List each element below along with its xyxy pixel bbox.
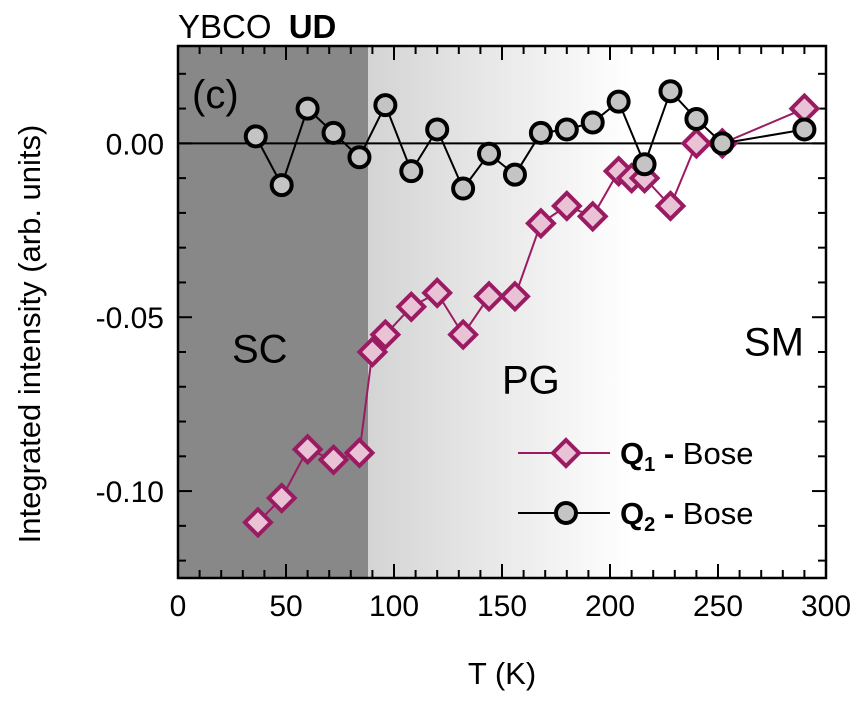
y-axis-label: Integrated intensity (arb. units) [12,125,47,544]
legend-label: Q2 - Bose [620,496,753,536]
data-series [242,79,821,539]
series-1-point [369,318,402,351]
series-2-point [554,117,579,142]
series-2-point [243,124,268,149]
series-2-point [321,120,346,145]
x-tick-label: 150 [477,590,527,623]
legend-label-subscript: 2 [644,514,655,536]
y-tick-label: -0.05 [96,302,164,335]
chart-title-bold: UD [289,8,337,45]
chart-title: YBCO UD [178,8,336,45]
panel-label: (c) [192,73,239,117]
x-axis-label: T (K) [468,656,536,691]
x-tick-label: 250 [693,590,743,623]
x-tick-label: 200 [585,590,635,623]
region-label-pg: PG [502,359,560,403]
legend-label-subscript: 1 [644,454,655,476]
series-1-point [499,280,531,313]
series-2-point [710,131,735,156]
y-tick-label: 0.00 [106,128,164,161]
series-2-point [477,141,502,166]
series-1-point [473,280,505,313]
legend-marker [554,501,578,525]
x-tick-label: 50 [269,590,302,623]
legend-label-dash: - [655,436,674,471]
chart-title-plain: YBCO [178,8,272,45]
plot-frame [176,44,828,580]
series-2-point [347,145,372,170]
x-tick-label: 300 [801,590,851,623]
series-2-point [632,152,657,177]
region-label-sc: SC [232,327,288,371]
series-2 [243,79,817,201]
series-1-point [265,482,298,514]
series-1 [242,92,821,539]
legend-label-suffix: Bose [674,436,753,471]
series-2-point [528,120,553,145]
series-2-point [658,79,683,104]
series-2-point [425,117,450,142]
x-tick-label: 0 [170,590,187,623]
legend-entry-1: Q1 - Bose [518,436,753,476]
series-2-point [606,89,631,114]
series-2-point [684,107,709,132]
y-tick-label: -0.10 [96,476,164,509]
series-2-point [451,176,476,201]
region-label-sm: SM [744,320,804,364]
legend-entry-2: Q2 - Bose [518,496,753,536]
series-1-point [395,290,428,323]
legend-label-dash: - [655,496,674,531]
series-1-point [291,433,324,466]
x-tick-label: 100 [369,590,419,623]
legend-label-suffix: Bose [674,496,753,531]
series-1-point [242,506,274,539]
axis-ticks [177,46,827,578]
legend-label: Q1 - Bose [620,436,753,476]
series-1-point [317,443,350,476]
series-2-point [373,93,398,118]
series-1-point [576,200,609,233]
series-2-point [269,173,294,198]
series-1-point [680,127,713,160]
series-2-point [399,159,424,184]
series-1-point [525,207,557,240]
tick-labels: 0 50 100 150 200 250 300 0.00 -0.05 -0.10 [96,128,851,623]
series-1-point [356,336,389,368]
legend-marker [550,437,582,469]
series-1-point [343,436,376,469]
legend-label-main: Q [620,436,644,471]
series-1-point [654,190,687,222]
series-1-point [421,277,454,309]
series-2-point [502,162,527,187]
series-1-point [447,318,479,351]
series-2-point [792,117,817,142]
series-2-point [295,96,320,121]
region-labels: SC PG SM [232,320,804,402]
series-2-point [580,110,605,135]
legend-label-main: Q [620,496,644,531]
series-1-point [550,190,583,222]
